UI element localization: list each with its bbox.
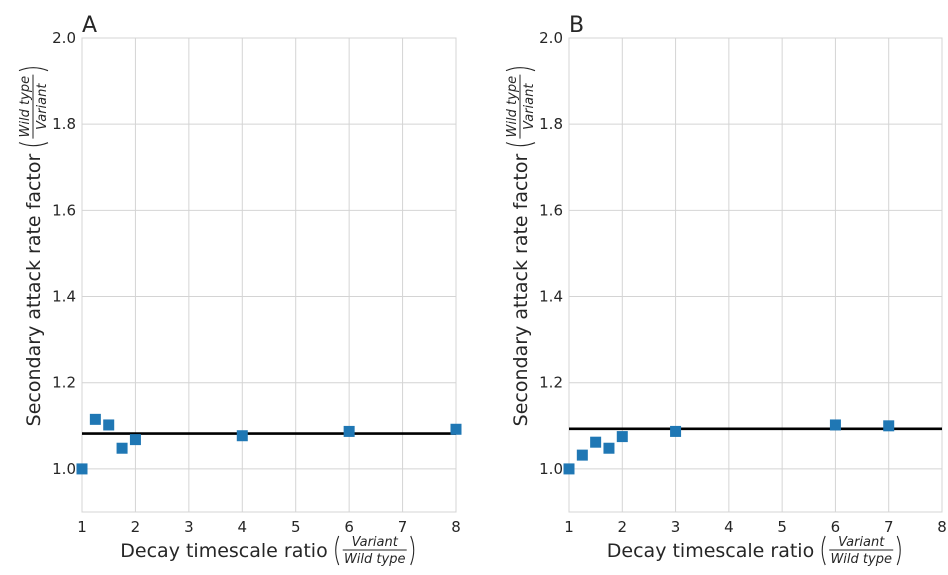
- x-label-left-paren: [821, 535, 826, 566]
- x-tick-label: 8: [451, 518, 461, 536]
- data-point: [76, 463, 88, 475]
- x-axis-label: Decay timescale ratio Variant Wild type: [607, 535, 901, 567]
- x-tick-label: 6: [344, 518, 354, 536]
- data-point: [829, 419, 841, 431]
- y-tick-label: 1.0: [52, 460, 76, 478]
- data-point: [576, 449, 588, 461]
- x-axis-title: Decay timescale ratio: [607, 540, 814, 562]
- y-tick-label: 1.0: [539, 460, 563, 478]
- y-label-numerator: Wild type: [18, 76, 33, 138]
- x-label-numerator: Variant: [838, 535, 885, 550]
- x-tick-label: 2: [618, 518, 628, 536]
- y-label-denominator: Variant: [35, 83, 50, 130]
- y-tick-label: 2.0: [52, 29, 76, 47]
- y-label-numerator: Wild type: [505, 76, 520, 138]
- plot-frame: [81, 37, 457, 513]
- y-axis-title: Secondary attack rate factor: [510, 153, 532, 426]
- chart-panel-a: 1 2 3 4 5 6 7 8 1.0 1.2 1.4 1.6 1.8 2.0 A Decay timesca…: [18, 13, 462, 567]
- x-label-denominator: Wild type: [830, 552, 892, 567]
- data-point: [670, 425, 682, 437]
- y-label-denominator: Variant: [522, 83, 537, 130]
- y-tick-label: 1.8: [52, 115, 76, 133]
- plot-frame: [568, 37, 943, 513]
- y-label-right-paren: [505, 67, 536, 72]
- data-point: [343, 425, 355, 437]
- x-tick-label: 7: [398, 518, 408, 536]
- data-point: [590, 436, 602, 448]
- y-tick-label: 1.2: [539, 374, 563, 392]
- x-axis-title: Decay timescale ratio: [120, 540, 327, 562]
- y-tick-label: 1.4: [52, 288, 76, 306]
- x-label-numerator: Variant: [352, 535, 399, 550]
- panel-label: B: [569, 13, 584, 38]
- y-tick-label: 2.0: [539, 29, 563, 47]
- y-tick-label: 1.6: [539, 201, 563, 219]
- data-point: [450, 423, 462, 435]
- x-tick-label: 3: [671, 518, 681, 536]
- data-point: [103, 419, 115, 431]
- x-tick-label: 3: [184, 518, 194, 536]
- y-tick-label: 1.2: [52, 374, 76, 392]
- data-point: [883, 420, 895, 432]
- x-label-right-paren: [896, 535, 901, 566]
- y-axis-label: Secondary attack rate factor Wild type Var…: [18, 67, 50, 426]
- x-tick-label: 6: [831, 518, 841, 536]
- x-label-denominator: Wild type: [344, 552, 406, 567]
- y-tick-label: 1.6: [52, 201, 76, 219]
- x-tick-label: 4: [238, 518, 248, 536]
- chart-panel-b: 1 2 3 4 5 6 7 8 1.0 1.2 1.4 1.6 1.8 2.0 B Decay timesca…: [505, 13, 947, 567]
- x-tick-label: 8: [937, 518, 947, 536]
- x-tick-label: 1: [564, 518, 574, 536]
- data-point: [116, 442, 128, 454]
- data-point: [563, 463, 575, 475]
- x-tick-label: 7: [884, 518, 894, 536]
- y-label-left-paren: [505, 142, 536, 147]
- y-axis-title: Secondary attack rate factor: [23, 153, 45, 426]
- data-point: [129, 434, 141, 446]
- x-axis-label: Decay timescale ratio Variant Wild type: [120, 535, 415, 567]
- y-axis-label: Secondary attack rate factor Wild type Var…: [505, 67, 537, 426]
- x-tick-label: 1: [77, 518, 87, 536]
- x-label-left-paren: [335, 535, 340, 566]
- y-label-right-paren: [18, 67, 49, 72]
- x-label-right-paren: [410, 535, 415, 566]
- data-point: [89, 413, 101, 425]
- x-tick-label: 4: [724, 518, 734, 536]
- panel-label: A: [82, 13, 97, 38]
- y-label-left-paren: [18, 142, 49, 147]
- x-tick-label: 5: [777, 518, 787, 536]
- data-point: [616, 431, 628, 443]
- data-point: [603, 442, 615, 454]
- data-point: [236, 430, 248, 442]
- y-tick-label: 1.4: [539, 288, 563, 306]
- y-tick-label: 1.8: [539, 115, 563, 133]
- x-tick-label: 5: [291, 518, 301, 536]
- x-tick-label: 2: [131, 518, 141, 536]
